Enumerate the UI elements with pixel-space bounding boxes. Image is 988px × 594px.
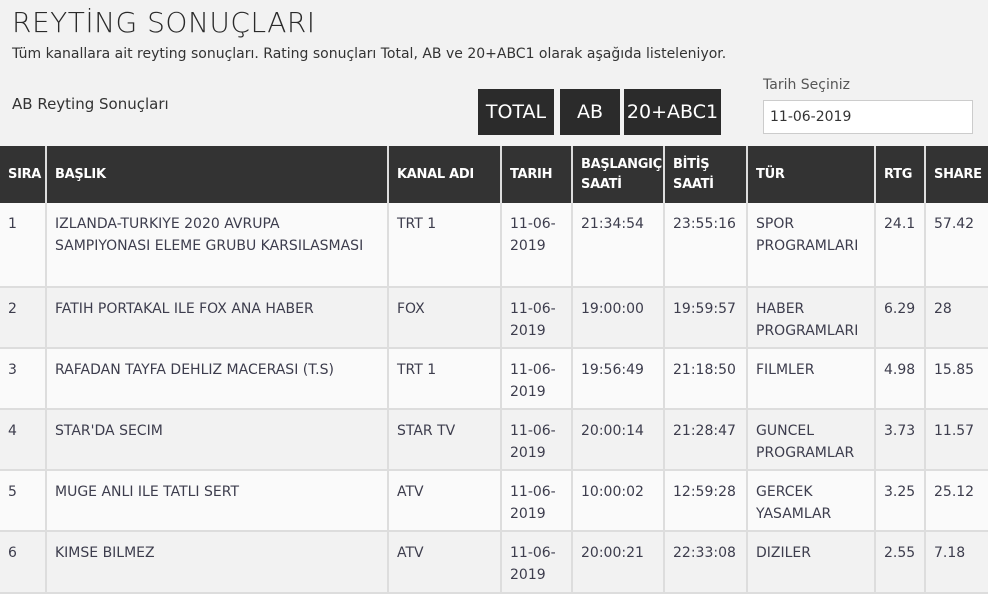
table-row: 4 STAR'DA SECIM STAR TV 11-06-2019 20:00:14 2… bbox=[0, 409, 988, 471]
cell-kanal: TRT 1 bbox=[388, 203, 502, 288]
cell-tur: FILMLER bbox=[747, 348, 876, 410]
date-input[interactable] bbox=[763, 100, 973, 134]
cell-baslik: FATIH PORTAKAL ILE FOX ANA HABER bbox=[46, 287, 389, 349]
table-row: 2 FATIH PORTAKAL ILE FOX ANA HABER FOX 11-0… bbox=[0, 287, 988, 349]
cell-bitis: 19:59:57 bbox=[664, 287, 748, 349]
cell-rtg: 4.98 bbox=[875, 348, 926, 410]
cell-baslangic: 19:00:00 bbox=[572, 287, 665, 349]
column-header-bitis: BİTİŞ SAATİ bbox=[664, 146, 748, 203]
cell-tarih: 11-06-2019 bbox=[501, 203, 573, 288]
cell-share: 15.85 bbox=[925, 348, 988, 410]
table-row: 6 KIMSE BILMEZ ATV 11-06-2019 20:00:21 22:33:… bbox=[0, 531, 988, 594]
column-header-kanal: KANAL ADI bbox=[388, 146, 502, 203]
cell-baslik: KIMSE BILMEZ bbox=[46, 531, 389, 594]
cell-bitis: 21:18:50 bbox=[664, 348, 748, 410]
table-row: 1 IZLANDA-TURKIYE 2020 AVRUPA SAMPIYONASI… bbox=[0, 203, 988, 288]
cell-kanal: FOX bbox=[388, 287, 502, 349]
cell-share: 11.57 bbox=[925, 409, 988, 471]
cell-baslangic: 20:00:14 bbox=[572, 409, 665, 471]
cell-rtg: 3.73 bbox=[875, 409, 926, 471]
cell-kanal: ATV bbox=[388, 531, 502, 594]
table-row: 3 RAFADAN TAYFA DEHLIZ MACERASI (T.S) TRT … bbox=[0, 348, 988, 410]
column-header-tur: TÜR bbox=[747, 146, 876, 203]
cell-rtg: 2.55 bbox=[875, 531, 926, 594]
cell-baslik: STAR'DA SECIM bbox=[46, 409, 389, 471]
cell-tur: DIZILER bbox=[747, 531, 876, 594]
cell-tur: HABER PROGRAMLARI bbox=[747, 287, 876, 349]
cell-sira: 1 bbox=[0, 203, 47, 288]
cell-kanal: TRT 1 bbox=[388, 348, 502, 410]
cell-rtg: 3.25 bbox=[875, 470, 926, 532]
cell-sira: 5 bbox=[0, 470, 47, 532]
column-header-share: SHARE bbox=[925, 146, 988, 203]
cell-bitis: 21:28:47 bbox=[664, 409, 748, 471]
cell-sira: 2 bbox=[0, 287, 47, 349]
cell-baslik: MUGE ANLI ILE TATLI SERT bbox=[46, 470, 389, 532]
column-header-baslangic: BAŞLANGIÇ SAATİ bbox=[572, 146, 665, 203]
page-title: REYTİNG SONUÇLARI bbox=[12, 6, 316, 39]
cell-tarih: 11-06-2019 bbox=[501, 409, 573, 471]
cell-sira: 6 bbox=[0, 531, 47, 594]
cell-sira: 3 bbox=[0, 348, 47, 410]
cell-baslangic: 21:34:54 bbox=[572, 203, 665, 288]
cell-baslik: RAFADAN TAYFA DEHLIZ MACERASI (T.S) bbox=[46, 348, 389, 410]
abc1-button[interactable]: 20+ABC1 bbox=[624, 89, 721, 135]
cell-bitis: 12:59:28 bbox=[664, 470, 748, 532]
cell-tur: GUNCEL PROGRAMLAR bbox=[747, 409, 876, 471]
cell-kanal: STAR TV bbox=[388, 409, 502, 471]
cell-bitis: 22:33:08 bbox=[664, 531, 748, 594]
cell-tarih: 11-06-2019 bbox=[501, 348, 573, 410]
total-button[interactable]: TOTAL bbox=[478, 89, 554, 135]
date-label: Tarih Seçiniz bbox=[763, 77, 850, 93]
ab-button[interactable]: AB bbox=[560, 89, 620, 135]
column-header-rtg: RTG bbox=[875, 146, 926, 203]
cell-baslangic: 10:00:02 bbox=[572, 470, 665, 532]
column-header-sira: SIRA bbox=[0, 146, 47, 203]
cell-sira: 4 bbox=[0, 409, 47, 471]
cell-share: 7.18 bbox=[925, 531, 988, 594]
table-row: 5 MUGE ANLI ILE TATLI SERT ATV 11-06-2019 10… bbox=[0, 470, 988, 532]
cell-share: 25.12 bbox=[925, 470, 988, 532]
cell-baslangic: 20:00:21 bbox=[572, 531, 665, 594]
cell-bitis: 23:55:16 bbox=[664, 203, 748, 288]
column-header-baslik: BAŞLIK bbox=[46, 146, 389, 203]
cell-baslik: IZLANDA-TURKIYE 2020 AVRUPA SAMPIYONASI … bbox=[46, 203, 389, 288]
cell-tarih: 11-06-2019 bbox=[501, 531, 573, 594]
page-description: Tüm kanallara ait reyting sonuçları. Rat… bbox=[12, 46, 727, 62]
cell-rtg: 6.29 bbox=[875, 287, 926, 349]
cell-kanal: ATV bbox=[388, 470, 502, 532]
column-header-tarih: TARIH bbox=[501, 146, 573, 203]
cell-share: 28 bbox=[925, 287, 988, 349]
cell-tur: GERCEK YASAMLAR bbox=[747, 470, 876, 532]
cell-rtg: 24.1 bbox=[875, 203, 926, 288]
ratings-table: SIRA BAŞLIK KANAL ADI TARIH BAŞLANGIÇ SAATİ B… bbox=[0, 146, 988, 594]
section-subtitle: AB Reyting Sonuçları bbox=[12, 95, 169, 113]
cell-share: 57.42 bbox=[925, 203, 988, 288]
cell-tur: SPOR PROGRAMLARI bbox=[747, 203, 876, 288]
cell-baslangic: 19:56:49 bbox=[572, 348, 665, 410]
cell-tarih: 11-06-2019 bbox=[501, 470, 573, 532]
cell-tarih: 11-06-2019 bbox=[501, 287, 573, 349]
